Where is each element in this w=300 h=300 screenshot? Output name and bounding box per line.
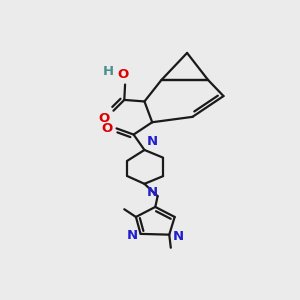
Text: O: O — [101, 122, 113, 135]
Text: O: O — [98, 112, 110, 125]
Text: N: N — [147, 135, 158, 148]
Text: N: N — [126, 229, 137, 242]
Text: N: N — [172, 230, 184, 243]
Text: N: N — [147, 186, 158, 199]
Text: O: O — [117, 68, 128, 81]
Text: H: H — [102, 64, 113, 78]
